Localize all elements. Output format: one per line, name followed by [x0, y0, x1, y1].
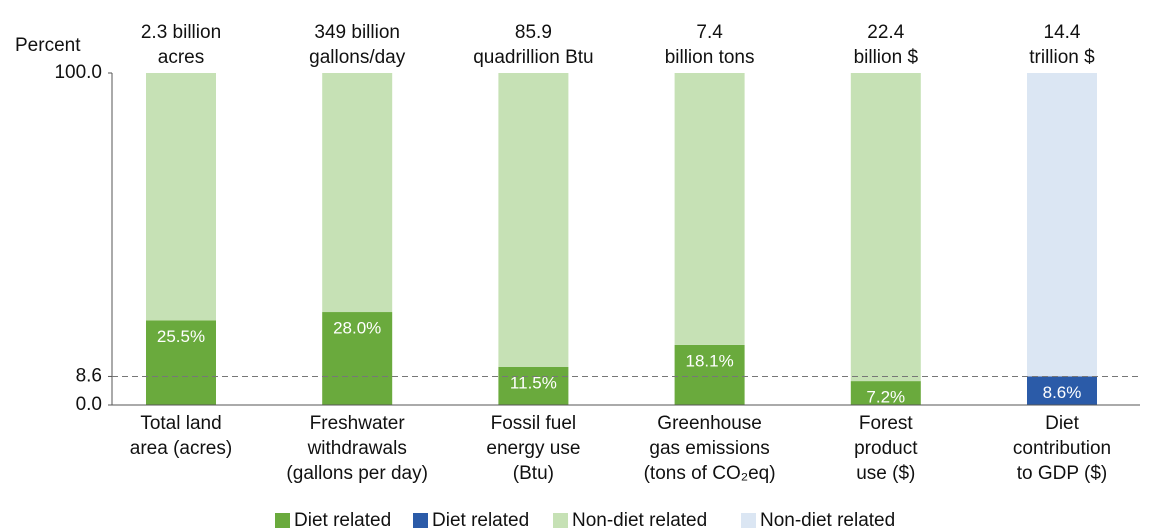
- total-label: billion tons: [665, 47, 755, 68]
- bar-segment: [322, 73, 393, 313]
- value-label: 11.5%: [510, 373, 557, 392]
- y-tick-label: 8.6: [76, 365, 102, 386]
- legend-label: Diet related: [294, 510, 391, 531]
- x-tick-label: Greenhouse: [657, 413, 762, 434]
- total-label: 85.9: [515, 22, 552, 43]
- y-axis-label: Percent: [15, 35, 81, 56]
- x-tick-label: (tons of CO₂eq): [644, 463, 776, 484]
- x-tick-label: (Btu): [513, 463, 554, 484]
- x-tick-label: Forest: [859, 413, 914, 434]
- value-label: 8.6%: [1043, 383, 1082, 402]
- value-label: 7.2%: [866, 388, 905, 407]
- x-tick-label: withdrawals: [307, 438, 407, 459]
- bar-segment: [146, 320, 216, 405]
- total-label: gallons/day: [309, 47, 406, 68]
- x-tick-label: Fossil fuel: [491, 413, 577, 434]
- value-label: 18.1%: [685, 351, 733, 370]
- x-tick-label: to GDP ($): [1017, 463, 1107, 484]
- total-label: acres: [158, 47, 204, 68]
- x-tick-label: Diet: [1045, 413, 1080, 434]
- x-tick-label: (gallons per day): [286, 463, 428, 484]
- bar-segment: [498, 73, 569, 367]
- y-tick-label: 100.0: [54, 62, 102, 83]
- bar-segment: [498, 366, 569, 405]
- legend-swatch: [413, 513, 428, 528]
- legend-swatch: [275, 513, 290, 528]
- bar-segment: [850, 73, 921, 382]
- bar-segment: [1027, 376, 1097, 405]
- legend-label: Non-diet related: [760, 510, 895, 531]
- total-label: billion $: [854, 47, 919, 68]
- y-tick-label: 0.0: [76, 394, 102, 415]
- bar-segment: [674, 344, 745, 405]
- total-label: 14.4: [1044, 22, 1081, 43]
- x-tick-label: Freshwater: [310, 413, 406, 434]
- total-label: 7.4: [696, 22, 723, 43]
- total-label: trillion $: [1029, 47, 1095, 68]
- legend-swatch: [741, 513, 756, 528]
- total-label: 22.4: [867, 22, 904, 43]
- value-label: 28.0%: [333, 319, 381, 338]
- legend-label: Non-diet related: [572, 510, 707, 531]
- x-tick-label: energy use: [486, 438, 580, 459]
- bar-segment: [850, 381, 921, 405]
- value-label: 25.5%: [157, 327, 205, 346]
- total-label: 349 billion: [314, 22, 400, 43]
- legend-swatch: [553, 513, 568, 528]
- x-tick-label: Total land: [140, 413, 221, 434]
- total-label: quadrillion Btu: [473, 47, 593, 68]
- total-label: 2.3 billion: [141, 22, 221, 43]
- x-tick-label: contribution: [1013, 438, 1111, 459]
- x-tick-label: use ($): [856, 463, 915, 484]
- legend-label: Diet related: [432, 510, 529, 531]
- bar-segment: [674, 73, 745, 345]
- bar-segment: [1027, 73, 1097, 377]
- bar-segment: [322, 312, 393, 405]
- x-tick-label: product: [854, 438, 918, 459]
- bar-segment: [146, 73, 216, 321]
- x-tick-label: area (acres): [130, 438, 232, 459]
- x-tick-label: gas emissions: [649, 438, 769, 459]
